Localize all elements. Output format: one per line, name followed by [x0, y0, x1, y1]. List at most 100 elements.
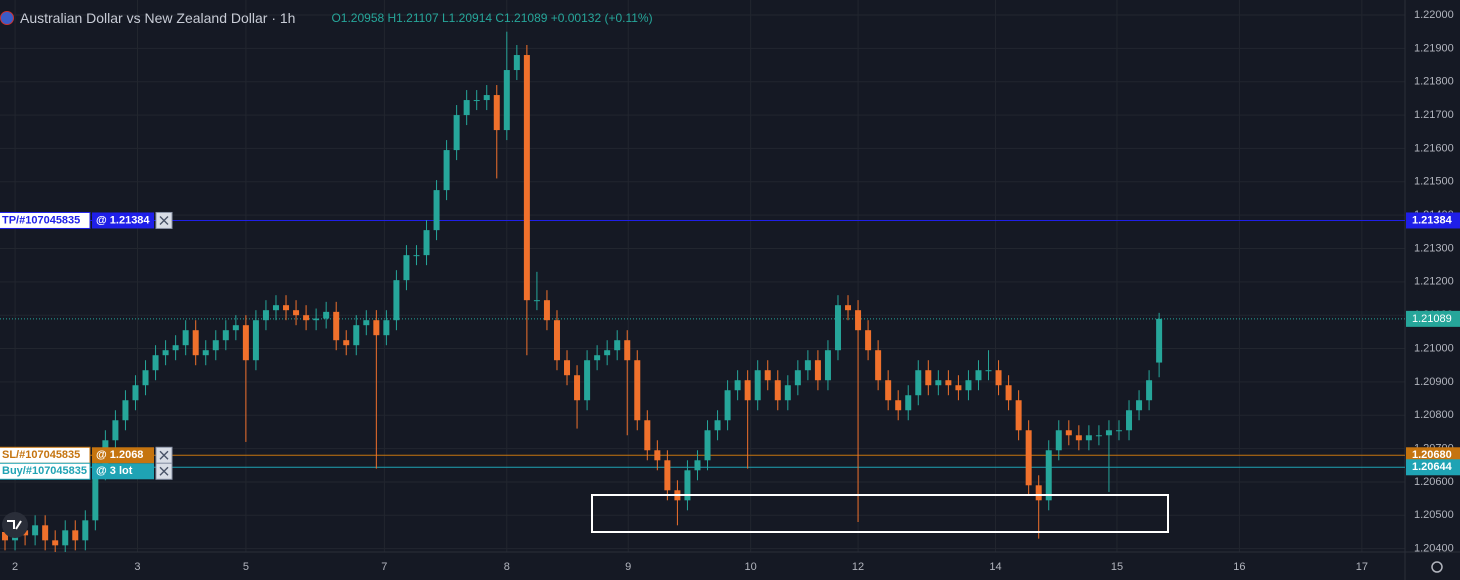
- candle-body: [584, 360, 591, 401]
- candle-body: [333, 311, 340, 341]
- order-tag: @ 3 lot: [96, 465, 133, 477]
- price-tag: 1.20680: [1412, 449, 1452, 461]
- candle-body: [283, 305, 290, 311]
- y-tick-label: 1.20500: [1414, 509, 1454, 521]
- candle-body: [182, 330, 189, 346]
- close-icon: [159, 466, 169, 476]
- candle-body: [553, 320, 560, 361]
- x-tick-label: 12: [852, 561, 864, 573]
- candle-body: [413, 255, 420, 257]
- candle-body: [1055, 430, 1062, 451]
- x-tick-label: 15: [1111, 561, 1123, 573]
- candle-body: [714, 420, 721, 431]
- candle-body: [353, 325, 360, 346]
- candle-body: [172, 345, 179, 351]
- candle-body: [935, 380, 942, 386]
- candle-body: [343, 340, 350, 346]
- order-label: SL/#107045835: [2, 449, 80, 461]
- y-tick-label: 1.21600: [1414, 142, 1454, 154]
- candle-body: [975, 370, 982, 381]
- candle-body: [895, 400, 902, 411]
- candle-body: [814, 360, 821, 381]
- candle-body: [192, 330, 199, 356]
- candle-body: [483, 95, 490, 101]
- order-label-box[interactable]: [0, 462, 91, 480]
- y-tick-label: 1.20600: [1414, 476, 1454, 488]
- candle-body: [363, 320, 370, 326]
- header: Australian Dollar vs New Zealand Dollar …: [0, 8, 653, 28]
- symbol-icon: [0, 11, 14, 25]
- candle-body: [774, 380, 781, 401]
- candle-body: [2, 531, 9, 541]
- price-tag: 1.20644: [1412, 461, 1453, 473]
- y-tick-label: 1.20400: [1414, 543, 1454, 555]
- price-tag: 1.21089: [1412, 313, 1452, 325]
- x-tick-label: 3: [134, 561, 140, 573]
- candle-body: [232, 325, 239, 331]
- candle-body: [1136, 400, 1143, 411]
- y-tick-label: 1.20900: [1414, 376, 1454, 388]
- y-tick-label: 1.21300: [1414, 242, 1454, 254]
- candle-body: [212, 340, 219, 351]
- order-tag-box[interactable]: [92, 463, 154, 480]
- x-tick-label: 7: [381, 561, 387, 573]
- candle-body: [1015, 400, 1022, 431]
- candle-body: [373, 320, 380, 336]
- candle-body: [915, 370, 922, 396]
- candle-body: [694, 460, 701, 471]
- candle-body: [513, 55, 520, 71]
- candle-body: [1025, 430, 1032, 486]
- candle-body: [624, 340, 631, 361]
- price-tag-box: [1406, 310, 1460, 327]
- candle-body: [453, 115, 460, 151]
- price-tag-box: [1406, 212, 1460, 229]
- close-icon: [159, 215, 169, 225]
- y-tick-label: 1.21000: [1414, 342, 1454, 354]
- candle-body: [724, 390, 731, 421]
- candle-body: [543, 300, 550, 321]
- settings-button[interactable]: [1431, 561, 1443, 573]
- candle-body: [112, 420, 119, 441]
- drawing-rectangle[interactable]: [591, 494, 1169, 533]
- candle-body: [1035, 485, 1042, 501]
- candle-body: [604, 350, 611, 356]
- candle-body: [1065, 430, 1072, 436]
- price-tag: 1.21384: [1412, 214, 1453, 226]
- candle-body: [293, 310, 300, 316]
- x-tick-label: 17: [1356, 561, 1368, 573]
- candle-body: [122, 400, 129, 421]
- candle-body: [473, 100, 480, 102]
- y-tick-label: 1.22000: [1414, 9, 1454, 21]
- candle-body: [885, 380, 892, 401]
- candle-body: [303, 315, 310, 321]
- candle-body: [463, 100, 470, 116]
- candle-body: [704, 430, 711, 461]
- candle-body: [242, 325, 249, 361]
- candle-body: [1085, 435, 1092, 441]
- order-label-box[interactable]: [0, 211, 91, 229]
- y-tick-label: 1.21900: [1414, 42, 1454, 54]
- close-icon: [159, 450, 169, 460]
- candle-body: [222, 330, 229, 341]
- candle-body: [875, 350, 882, 381]
- candle-body: [92, 470, 99, 521]
- candle-body: [794, 370, 801, 386]
- order-label: Buy/#107045835: [2, 465, 87, 477]
- candle-body: [965, 380, 972, 391]
- candle-body: [323, 311, 330, 319]
- candle-body: [82, 520, 89, 541]
- candle-body: [403, 255, 410, 281]
- candle-body: [1115, 430, 1122, 432]
- order-tag-box[interactable]: [92, 212, 154, 229]
- x-tick-label: 8: [504, 561, 510, 573]
- candle-body: [142, 370, 149, 386]
- x-tick-label: 9: [625, 561, 631, 573]
- candle-body: [644, 420, 651, 451]
- order-tag-box[interactable]: [92, 447, 154, 464]
- candle-body: [493, 95, 500, 131]
- y-tick-label: 1.21200: [1414, 276, 1454, 288]
- symbol-title: Australian Dollar vs New Zealand Dollar …: [20, 10, 296, 26]
